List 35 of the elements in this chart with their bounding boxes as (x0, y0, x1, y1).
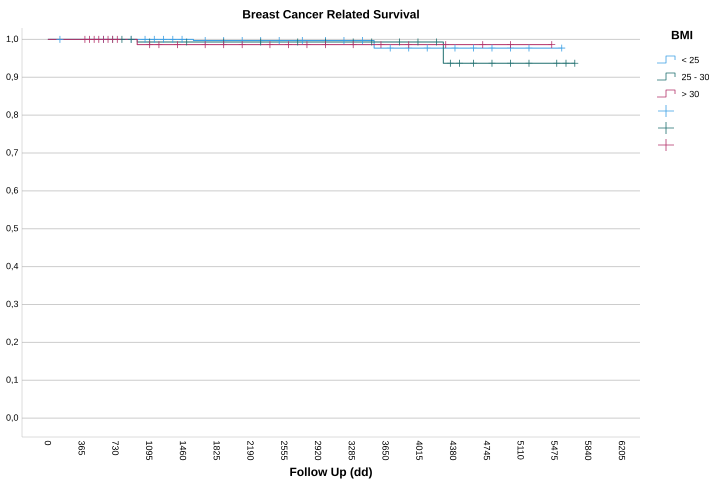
y-tick-label: 0,0 (6, 414, 18, 422)
y-tick-label: 0,9 (6, 74, 18, 81)
y-tick-label: 0,2 (6, 338, 18, 346)
x-tick-label: 5110 (517, 440, 524, 460)
legend-label: > 30 (682, 90, 699, 98)
x-tick-label: 1460 (180, 441, 186, 460)
y-tick-label: 0,5 (6, 225, 18, 232)
x-tick-label: 4015 (416, 440, 423, 460)
x-tick-label: 2190 (247, 440, 254, 460)
legend-label: < 25 (682, 56, 699, 64)
x-tick-label: 3285 (348, 440, 355, 460)
x-tick-label: 4745 (484, 440, 490, 460)
y-tick-label: 0,7 (6, 149, 18, 157)
y-tick-label: 0,6 (6, 187, 18, 195)
x-tick-label: 5475 (551, 440, 558, 460)
x-tick-label: 730 (112, 440, 119, 456)
x-tick-label: 2555 (281, 440, 288, 460)
legend-label: 25 - 30 (682, 74, 709, 80)
y-tick-label: 0,8 (6, 111, 18, 119)
y-tick-label: 0,1 (6, 376, 18, 384)
y-tick-label: 0,3 (6, 300, 18, 308)
x-tick-label: 365 (78, 440, 85, 456)
y-tick-label: 0,4 (6, 262, 18, 270)
legend-title: BMI (672, 30, 692, 40)
x-tick-label: 3650 (382, 440, 389, 460)
x-tick-label: 2920 (314, 440, 322, 460)
x-tick-label: 5840 (585, 440, 592, 460)
y-tick-label: 1,0 (6, 36, 18, 44)
x-tick-label: 1095 (146, 441, 152, 460)
x-axis-title: Follow Up (dd) (290, 467, 372, 478)
x-tick-label: 6205 (618, 440, 626, 460)
x-tick-label: 0 (44, 440, 52, 446)
x-tick-label: 1825 (214, 441, 220, 460)
x-tick-label: 4380 (450, 440, 456, 460)
chart-title: Breast Cancer Related Survival (243, 10, 419, 18)
